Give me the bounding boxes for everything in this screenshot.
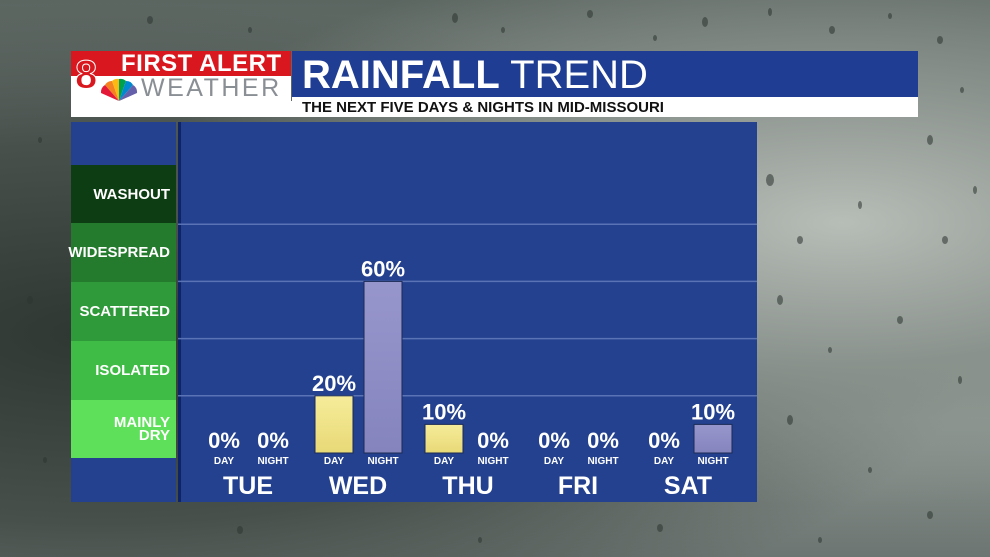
logo-first-alert-text: FIRST ALERT — [121, 51, 282, 77]
day-label-sat: SAT — [664, 472, 712, 500]
rainfall-chart-svg: 0% DAY 0% NIGHT TUE 20% DAY 60% NIGHT WED 10% DAY 0%… — [178, 122, 757, 502]
period-label-wed-night: NIGHT — [367, 456, 398, 467]
value-label-tue-day: 0% — [208, 428, 240, 453]
bar-sat-night — [693, 423, 733, 454]
day-label-thu: THU — [442, 472, 493, 500]
period-label-fri-day: DAY — [544, 456, 565, 467]
period-label-sat-night: NIGHT — [697, 456, 728, 467]
page-title: RAINFALL TREND — [302, 51, 648, 99]
period-label-wed-day: DAY — [324, 456, 345, 467]
legend-item-isolated: ISOLATED — [71, 341, 176, 400]
rainfall-chart: 0% DAY 0% NIGHT TUE 20% DAY 60% NIGHT WED 10% DAY 0%… — [178, 122, 757, 502]
day-label-tue: TUE — [223, 472, 273, 500]
legend-item-mainly-dry: MAINLY DRY — [71, 400, 176, 458]
coverage-legend: WASHOUT WIDESPREAD SCATTERED ISOLATED MA… — [68, 122, 176, 502]
header-white-strip — [71, 101, 292, 117]
graphic-header: 8 FIRST ALERT WEATHER RAINFALL TREND THE… — [71, 51, 918, 117]
bar-thu-day — [424, 423, 464, 454]
value-label-thu-day: 10% — [422, 399, 466, 424]
value-label-tue-night: 0% — [257, 428, 289, 453]
station-logo: 8 FIRST ALERT WEATHER — [71, 51, 291, 101]
value-label-fri-day: 0% — [538, 428, 570, 453]
period-label-thu-night: NIGHT — [477, 456, 508, 467]
period-label-fri-night: NIGHT — [587, 456, 618, 467]
logo-weather-text: WEATHER — [141, 74, 282, 101]
period-label-tue-night: NIGHT — [257, 456, 288, 467]
peacock-icon — [100, 78, 138, 101]
legend-item-washout: WASHOUT — [71, 165, 176, 223]
period-label-thu-day: DAY — [434, 456, 455, 467]
value-label-sat-night: 10% — [691, 399, 735, 424]
logo-channel-number: 8 — [74, 53, 98, 98]
day-label-wed: WED — [329, 472, 387, 500]
chart-left-divider — [178, 122, 181, 502]
period-label-sat-day: DAY — [654, 456, 675, 467]
bar-wed-day — [314, 395, 354, 454]
subtitle-bar: THE NEXT FIVE DAYS & NIGHTS IN MID-MISSO… — [292, 97, 918, 117]
value-label-wed-day: 20% — [312, 371, 356, 396]
period-label-tue-day: DAY — [214, 456, 235, 467]
value-label-fri-night: 0% — [587, 428, 619, 453]
day-label-fri: FRI — [558, 472, 598, 500]
value-label-wed-night: 60% — [361, 256, 405, 281]
page-subtitle: THE NEXT FIVE DAYS & NIGHTS IN MID-MISSO… — [302, 99, 664, 116]
legend-item-scattered: SCATTERED — [71, 282, 176, 341]
title-rest: TREND — [510, 53, 648, 97]
logo-red-band — [71, 51, 291, 76]
title-bar: RAINFALL TREND — [292, 51, 918, 97]
bar-wed-night — [363, 280, 403, 454]
legend-item-widespread: WIDESPREAD — [68, 223, 176, 282]
title-bold: RAINFALL — [302, 53, 500, 97]
value-label-sat-day: 0% — [648, 428, 680, 453]
value-label-thu-night: 0% — [477, 428, 509, 453]
